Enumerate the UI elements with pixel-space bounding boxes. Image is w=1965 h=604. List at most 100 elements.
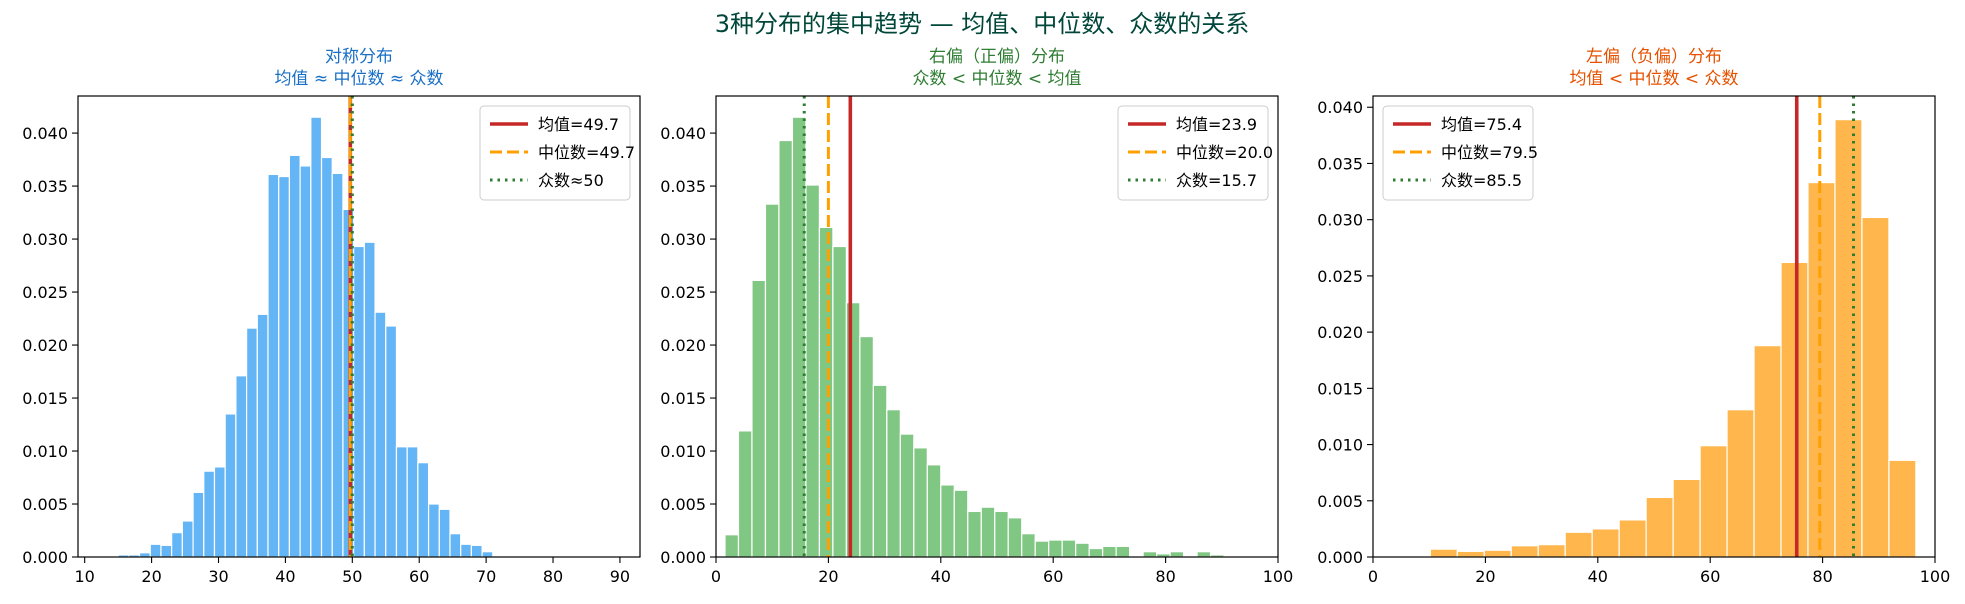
x-tick-label: 60 <box>1700 567 1720 586</box>
bars <box>1375 119 1917 558</box>
legend-label: 众数≈50 <box>538 171 604 190</box>
histogram-bar <box>353 245 365 558</box>
histogram-bar <box>278 175 291 558</box>
y-tick-label: 0.035 <box>660 177 706 196</box>
histogram-bar <box>778 139 794 558</box>
histogram-bar <box>859 335 874 558</box>
histogram-bar <box>1169 551 1185 558</box>
chart-title: 对称分布 <box>325 47 393 67</box>
x-tick-label: 10 <box>75 567 95 586</box>
figure-title: 3种分布的集中趋势 — 均值、中位数、众数的关系 <box>715 10 1250 38</box>
histogram-bar <box>460 543 473 558</box>
legend-box <box>1382 105 1534 201</box>
y-tick-label: 0.015 <box>22 389 68 408</box>
legend-label: 中位数=20.0 <box>1176 143 1273 162</box>
histogram-bar <box>724 534 740 558</box>
histogram-bar <box>1483 549 1512 558</box>
legend-label: 众数=85.5 <box>1441 171 1522 190</box>
histogram-bar <box>299 165 312 558</box>
histogram-bar <box>449 533 462 558</box>
histogram-bar <box>737 430 753 558</box>
histogram-bar <box>1061 539 1077 558</box>
y-tick-label: 0.025 <box>1317 267 1363 286</box>
y-tick-label: 0.025 <box>22 283 68 302</box>
histogram-bar <box>818 226 834 558</box>
x-tick-label: 100 <box>1920 567 1951 586</box>
x-tick-label: 0 <box>1368 567 1378 586</box>
y-tick-label: 0.025 <box>660 283 706 302</box>
histogram-bar <box>1537 544 1566 558</box>
chart-subtitle: 均值 ≈ 中位数 ≈ 众数 <box>274 69 443 89</box>
histogram-bar <box>385 325 398 558</box>
histogram-bar <box>1048 539 1063 558</box>
legend-label: 均值=75.4 <box>1441 115 1522 134</box>
histogram-bar <box>1007 517 1023 558</box>
axes-frame <box>715 95 1279 558</box>
legend: 均值=23.9 中位数=20.0 众数=15.7 <box>1117 105 1273 201</box>
histogram-bar <box>417 462 430 558</box>
x-tick-label: 60 <box>409 567 429 586</box>
histogram-bar <box>899 433 915 558</box>
legend: 均值=75.4 中位数=79.5 众数=85.5 <box>1382 105 1538 201</box>
y-tick-label: 0.030 <box>22 230 68 249</box>
histogram-bar <box>256 313 269 558</box>
histogram-bar <box>1888 459 1917 558</box>
histogram-bar <box>751 279 767 558</box>
y-tick-label: 0.030 <box>660 230 706 249</box>
y-tick-label: 0.040 <box>22 124 68 143</box>
histogram-bar <box>1861 216 1890 558</box>
y-tick-label: 0.020 <box>660 336 706 355</box>
histogram-bar <box>1102 545 1117 558</box>
histogram-bar <box>1075 542 1090 558</box>
histogram-bar <box>953 489 969 558</box>
histogram-bar <box>926 464 942 558</box>
histogram-bar <box>1834 119 1863 558</box>
y-tick-label: 0.000 <box>660 548 706 567</box>
y-tick-label: 0.035 <box>22 177 68 196</box>
histogram-bar <box>886 409 901 558</box>
histogram-bar <box>1726 409 1755 558</box>
axes-frame <box>1372 95 1936 558</box>
histogram-bar <box>1510 545 1539 558</box>
x-tick-label: 30 <box>208 567 228 586</box>
histogram-bar <box>913 447 928 558</box>
histogram-bar <box>235 375 248 558</box>
histogram-bar <box>764 203 780 558</box>
histogram-bar <box>1142 551 1158 558</box>
y-tick-label: 0.020 <box>1317 323 1363 342</box>
histogram-bar <box>1021 533 1036 558</box>
axes-frame <box>77 95 641 558</box>
histogram-bar <box>246 327 258 558</box>
y-tick-label: 0.040 <box>1317 98 1363 117</box>
histogram-bar <box>138 552 151 558</box>
histogram-bar <box>1591 528 1620 558</box>
histogram-bar <box>994 510 1009 558</box>
y-tick-label: 0.020 <box>22 336 68 355</box>
x-tick-label: 20 <box>818 567 838 586</box>
chart-subtitle: 均值 < 中位数 < 众数 <box>1569 69 1738 89</box>
histogram-bar <box>171 532 183 558</box>
legend-box <box>1117 105 1269 201</box>
bars <box>85 116 526 558</box>
x-tick-label: 80 <box>1812 567 1832 586</box>
histogram-bar <box>845 302 861 558</box>
histogram-bar <box>149 543 162 558</box>
y-tick-label: 0.015 <box>1317 379 1363 398</box>
y-tick-label: 0.030 <box>1317 211 1363 230</box>
histogram-bar <box>1196 551 1212 558</box>
histogram-bar <box>192 491 205 558</box>
x-tick-label: 20 <box>141 567 161 586</box>
x-tick-label: 80 <box>543 567 563 586</box>
histogram-bar <box>395 446 408 558</box>
chart-subtitle: 众数 < 中位数 < 均值 <box>912 69 1081 89</box>
histogram-bar <box>1088 547 1104 558</box>
y-tick-label: 0.010 <box>1317 436 1363 455</box>
histogram-bar <box>363 241 376 558</box>
y-tick-label: 0.005 <box>22 495 68 514</box>
chart-title: 左偏（负偏）分布 <box>1586 47 1722 67</box>
x-tick-label: 70 <box>476 567 496 586</box>
y-tick-label: 0.000 <box>22 548 68 567</box>
histogram-bar <box>872 384 888 558</box>
histogram-bar <box>470 544 483 558</box>
